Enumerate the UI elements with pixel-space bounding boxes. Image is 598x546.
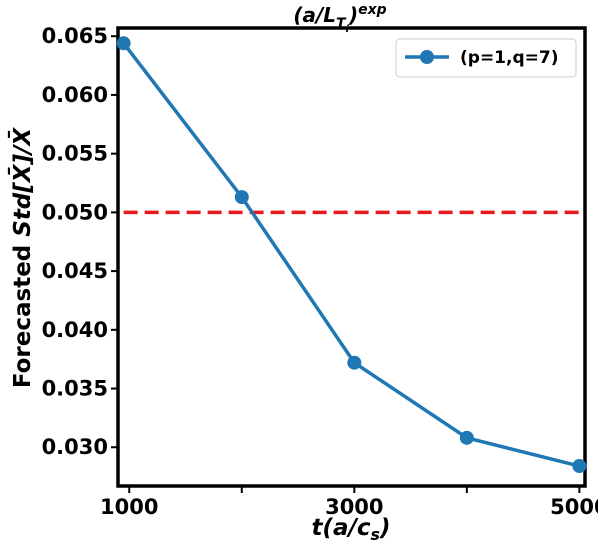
chart-title-base: (a/L (293, 3, 336, 27)
y-tick-label: 0.035 (42, 377, 108, 401)
x-axis-label-main: t(a/c (311, 515, 370, 541)
y-axis-ticks: 0.030 0.035 0.040 0.045 0.050 0.055 0.060 0.065 (42, 24, 118, 459)
x-tick-label: 3000 (325, 495, 383, 519)
data-point (572, 459, 587, 474)
x-axis-label-sub: s (371, 525, 381, 544)
data-point (234, 190, 249, 205)
y-axis-label-prefix: Forecasted (10, 237, 36, 388)
chart-title-close: ) (348, 3, 358, 27)
y-tick-label: 0.060 (42, 83, 108, 107)
x-tick-label: 1000 (100, 495, 158, 519)
y-tick-label: 0.050 (42, 200, 108, 224)
chart-title: (a/LTi)exp (293, 2, 386, 35)
x-axis-label-close: ) (379, 515, 391, 541)
legend-box (395, 38, 577, 78)
series-group (116, 36, 587, 474)
y-axis-label-italic: Std[X̄]/X̄ (7, 127, 36, 237)
chart-title-sub: T (336, 16, 347, 32)
legend: (p=1,q=7) (395, 38, 577, 78)
series-line (122, 42, 580, 468)
legend-label: (p=1,q=7) (460, 48, 558, 68)
x-axis-label: t(a/cs) (311, 515, 390, 544)
y-tick-label: 0.065 (42, 24, 108, 48)
data-point (116, 36, 131, 51)
data-point (347, 355, 362, 370)
y-axis-label: Forecasted Std[X̄]/X̄ (7, 127, 36, 389)
plot-frame (116, 26, 587, 488)
y-tick-label: 0.040 (42, 318, 108, 342)
y-tick-label: 0.055 (42, 142, 108, 166)
y-tick-label: 0.045 (42, 259, 108, 283)
chart-title-sup: exp (358, 2, 387, 18)
legend-marker (420, 50, 434, 64)
y-tick-label: 0.030 (42, 435, 108, 459)
data-point (459, 430, 474, 445)
